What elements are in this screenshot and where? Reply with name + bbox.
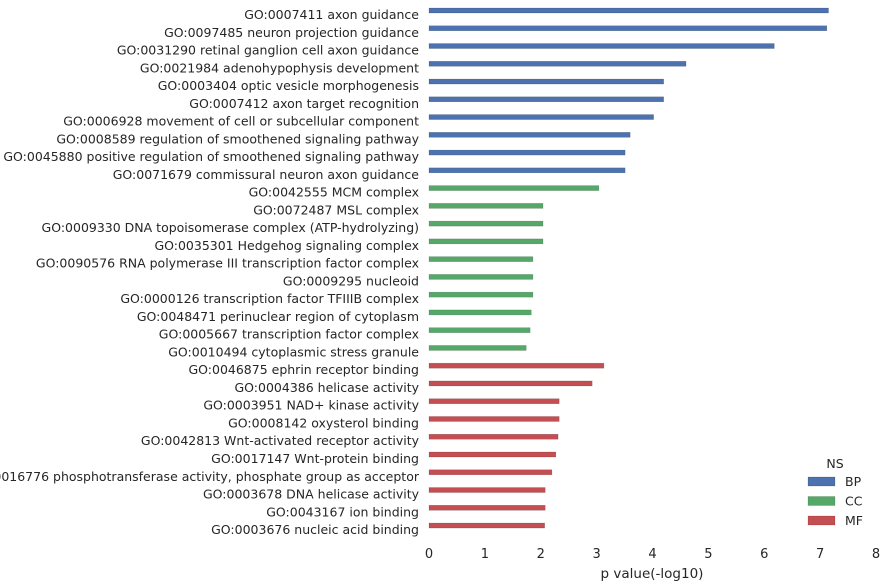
legend-swatch-bp: [807, 476, 836, 487]
category-label: GO:0000126 transcription factor TFIIIB c…: [120, 291, 419, 306]
category-label: GO:0006928 movement of cell or subcellul…: [63, 114, 419, 129]
category-label: GO:0016776 phosphotransferase activity, …: [0, 469, 420, 484]
category-label: GO:0003404 optic vesicle morphogenesis: [158, 78, 419, 93]
bar-cc: [428, 309, 532, 316]
category-label: GO:0008589 regulation of smoothened sign…: [56, 131, 419, 146]
bar-bp: [428, 114, 654, 120]
bar-mf: [428, 380, 593, 387]
category-label: GO:0007411 axon guidance: [244, 7, 419, 22]
bar-cc: [428, 220, 544, 227]
category-label: GO:0005667 transcription factor complex: [159, 327, 419, 342]
category-label: GO:0090576 RNA polymerase III transcript…: [36, 256, 419, 271]
bar-bp: [428, 167, 626, 174]
category-label: GO:0003678 DNA helicase activity: [203, 487, 420, 502]
category-label: GO:0048471 perinuclear region of cytopla…: [137, 309, 419, 324]
category-label: GO:0008142 oxysterol binding: [228, 415, 419, 430]
bars-group: [428, 7, 829, 529]
legend-label-mf: MF: [845, 513, 863, 528]
x-tick-label: 4: [648, 547, 656, 562]
bar-bp: [428, 61, 687, 67]
category-label: GO:0031290 retinal ganglion cell axon gu…: [117, 43, 419, 58]
category-label: GO:0021984 adenohypophysis development: [140, 60, 419, 75]
category-label: GO:0042813 Wnt-activated receptor activi…: [141, 433, 420, 448]
category-label: GO:0017147 Wnt-protein binding: [211, 451, 419, 466]
x-tick-label: 0: [425, 547, 433, 562]
category-label: GO:0004386 helicase activity: [234, 380, 419, 395]
bar-bp: [428, 78, 664, 85]
bar-bp: [428, 132, 631, 138]
bar-cc: [428, 185, 600, 191]
bar-mf: [428, 398, 560, 404]
bar-cc: [428, 345, 527, 351]
x-tick-label: 5: [704, 547, 712, 562]
bar-mf: [428, 416, 560, 422]
bar-mf: [428, 505, 546, 511]
bar-mf: [428, 522, 545, 529]
bar-cc: [428, 274, 534, 280]
bar-bp: [428, 149, 626, 156]
x-tick-label: 1: [481, 547, 489, 562]
bar-bp: [428, 43, 775, 49]
bar-mf: [428, 451, 557, 458]
category-label: GO:0003676 nucleic acid binding: [211, 522, 419, 537]
bar-mf: [428, 362, 605, 369]
bar-cc: [428, 238, 544, 245]
x-tick-label: 3: [592, 547, 600, 562]
bar-mf: [428, 487, 546, 493]
legend-swatch-cc: [807, 496, 836, 506]
x-axis-title: p value(-log10): [601, 566, 704, 582]
category-label: GO:0007412 axon target recognition: [189, 96, 419, 111]
category-label: GO:0045880 positive regulation of smooth…: [3, 149, 419, 164]
legend: NS BP CC MF: [807, 456, 863, 528]
category-labels-group: GO:0007411 axon guidance GO:0097485 neuro…: [0, 7, 420, 537]
category-label: GO:0009330 DNA topoisomerase complex (AT…: [42, 220, 419, 235]
bar-mf: [428, 469, 553, 476]
category-label: GO:0071679 commissural neuron axon guida…: [113, 167, 420, 182]
category-label: GO:0043167 ion binding: [266, 504, 419, 519]
category-label: GO:0072487 MSL complex: [253, 202, 419, 217]
bar-bp: [428, 7, 829, 14]
category-label: GO:0035301 Hedgehog signaling complex: [154, 238, 419, 253]
x-tick-label: 7: [816, 547, 824, 562]
category-label: GO:0046875 ephrin receptor binding: [188, 362, 419, 377]
bar-cc: [428, 256, 534, 262]
x-tick-labels-group: 0 1 2 3 4 5 6 7 8: [425, 547, 880, 562]
bar-bp: [428, 96, 664, 103]
category-label: GO:0003951 NAD+ kinase activity: [203, 398, 419, 413]
bar-mf: [428, 433, 559, 440]
bar-cc: [428, 203, 544, 209]
legend-label-cc: CC: [845, 494, 863, 509]
legend-label-bp: BP: [845, 474, 862, 489]
category-label: GO:0042555 MCM complex: [249, 185, 419, 200]
category-label: GO:0009295 nucleoid: [283, 273, 419, 288]
bar-bp: [428, 25, 828, 32]
x-tick-label: 8: [872, 547, 880, 562]
bar-cc: [428, 327, 531, 333]
legend-swatch-mf: [807, 515, 836, 526]
category-label: GO:0010494 cytoplasmic stress granule: [168, 344, 419, 359]
x-tick-label: 6: [760, 547, 768, 562]
legend-title: NS: [826, 456, 843, 471]
category-label: GO:0097485 neuron projection guidance: [164, 25, 419, 40]
x-tick-label: 2: [537, 547, 545, 562]
bar-cc: [428, 291, 534, 298]
